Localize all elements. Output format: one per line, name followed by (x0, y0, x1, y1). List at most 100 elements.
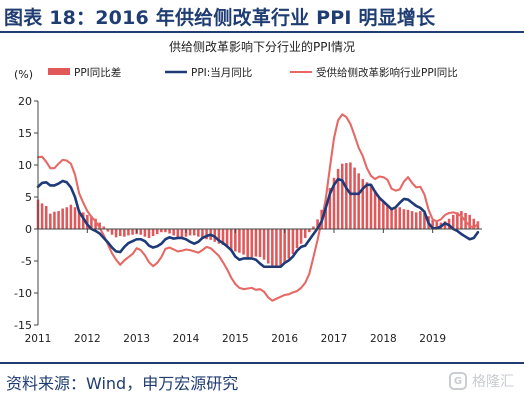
x-tick-label-1: 2012 (74, 333, 101, 345)
watermark-logo-icon: G (449, 372, 467, 390)
x-tick-label-4: 2015 (222, 333, 249, 345)
bar-73 (336, 168, 340, 229)
bar-82 (373, 190, 377, 229)
bar-4 (53, 211, 56, 229)
bar-17 (106, 229, 110, 232)
bar-16 (102, 226, 106, 229)
bar-93 (419, 211, 422, 229)
bar-50 (242, 229, 245, 255)
bar-26 (143, 229, 147, 237)
bar-85 (386, 205, 389, 229)
legend-label-0: PPI同比差 (74, 66, 121, 79)
bar-78 (357, 173, 360, 229)
bar-88 (398, 207, 402, 229)
bar-22 (127, 229, 130, 236)
bar-65 (303, 229, 307, 238)
bar-38 (192, 229, 196, 236)
bar-25 (139, 229, 143, 235)
bar-44 (217, 229, 221, 244)
bar-2 (44, 205, 48, 229)
bar-47 (229, 229, 233, 251)
bar-28 (151, 229, 155, 237)
legend-label-1: PPI:当月同比 (191, 66, 252, 79)
series-line-0 (36, 177, 480, 269)
bar-103 (460, 211, 463, 229)
bar-3 (49, 213, 52, 229)
bar-32 (168, 229, 171, 234)
x-tick-label-8: 2019 (419, 333, 446, 345)
bar-89 (402, 209, 406, 229)
watermark: G 格隆汇 (449, 368, 514, 394)
legend-label-2: 受供给侧改革影响行业PPI同比 (316, 66, 458, 79)
bar-94 (423, 213, 426, 229)
bar-87 (394, 208, 397, 229)
x-tick-label-6: 2017 (321, 333, 348, 345)
bar-54 (258, 229, 262, 258)
bar-46 (225, 229, 229, 248)
y-tick-label-3: 5 (25, 191, 32, 204)
bar-9 (73, 207, 77, 229)
bar-63 (295, 229, 299, 249)
bar-68 (316, 219, 319, 229)
bar-1 (40, 203, 44, 229)
bar-64 (299, 229, 303, 244)
bar-66 (308, 229, 311, 233)
bar-92 (414, 212, 418, 229)
bar-81 (369, 185, 373, 229)
bar-105 (468, 214, 471, 229)
bar-8 (69, 204, 73, 229)
bar-5 (57, 211, 60, 229)
bar-72 (332, 177, 336, 229)
bar-7 (65, 207, 69, 229)
x-tick-label-0: 2011 (25, 333, 52, 345)
y-tick-label-2: 10 (18, 159, 32, 172)
watermark-text: 格隆汇 (472, 374, 514, 390)
bar-35 (180, 229, 184, 238)
x-tick-label-7: 2018 (370, 333, 397, 345)
bar-33 (172, 229, 175, 236)
bar-31 (164, 229, 167, 233)
bar-14 (94, 218, 97, 229)
bar-52 (250, 229, 254, 258)
bar-97 (435, 221, 439, 229)
series-line-1 (36, 113, 479, 302)
x-tick-label-2: 2013 (123, 333, 150, 345)
bar-102 (456, 212, 459, 229)
bar-48 (234, 229, 237, 252)
bar-10 (77, 209, 81, 229)
chart-area: (%) PPI同比差 PPI:当月同比 受供给侧改革影响行业PPI同比20151050… (14, 66, 482, 345)
bar-58 (275, 229, 278, 267)
bar-23 (131, 229, 134, 235)
chart-title: 供给侧改革影响下分行业的PPI情况 (168, 40, 355, 54)
y-tick-label-1: 15 (18, 127, 32, 140)
legend-swatch-0 (48, 68, 70, 75)
bar-101 (451, 214, 455, 229)
bar-76 (349, 162, 352, 229)
y-axis-unit-label: (%) (14, 68, 33, 81)
bar-60 (283, 229, 286, 263)
source-note: 资料来源：Wind，申万宏源研究 (6, 374, 239, 393)
bar-61 (287, 229, 291, 259)
bar-55 (262, 229, 266, 260)
bar-79 (361, 179, 365, 229)
footer-rule (0, 362, 524, 364)
bar-59 (279, 229, 282, 266)
bar-29 (155, 229, 159, 235)
y-tick-label-5: -5 (21, 255, 32, 268)
bar-51 (246, 229, 249, 258)
bar-40 (201, 229, 204, 238)
bar-11 (81, 212, 85, 229)
bar-74 (340, 163, 344, 229)
bar-106 (472, 218, 476, 229)
bar-91 (410, 211, 414, 229)
bar-57 (271, 229, 274, 267)
x-tick-label-3: 2014 (173, 333, 200, 345)
bar-77 (353, 167, 356, 229)
bar-53 (254, 229, 258, 257)
bar-37 (188, 229, 192, 236)
bar-21 (123, 229, 126, 237)
bar-39 (197, 229, 200, 237)
bar-67 (312, 226, 315, 229)
figure-title: 图表 18：2016 年供给侧改革行业 PPI 明显增长 (4, 7, 436, 29)
bar-41 (205, 229, 208, 240)
